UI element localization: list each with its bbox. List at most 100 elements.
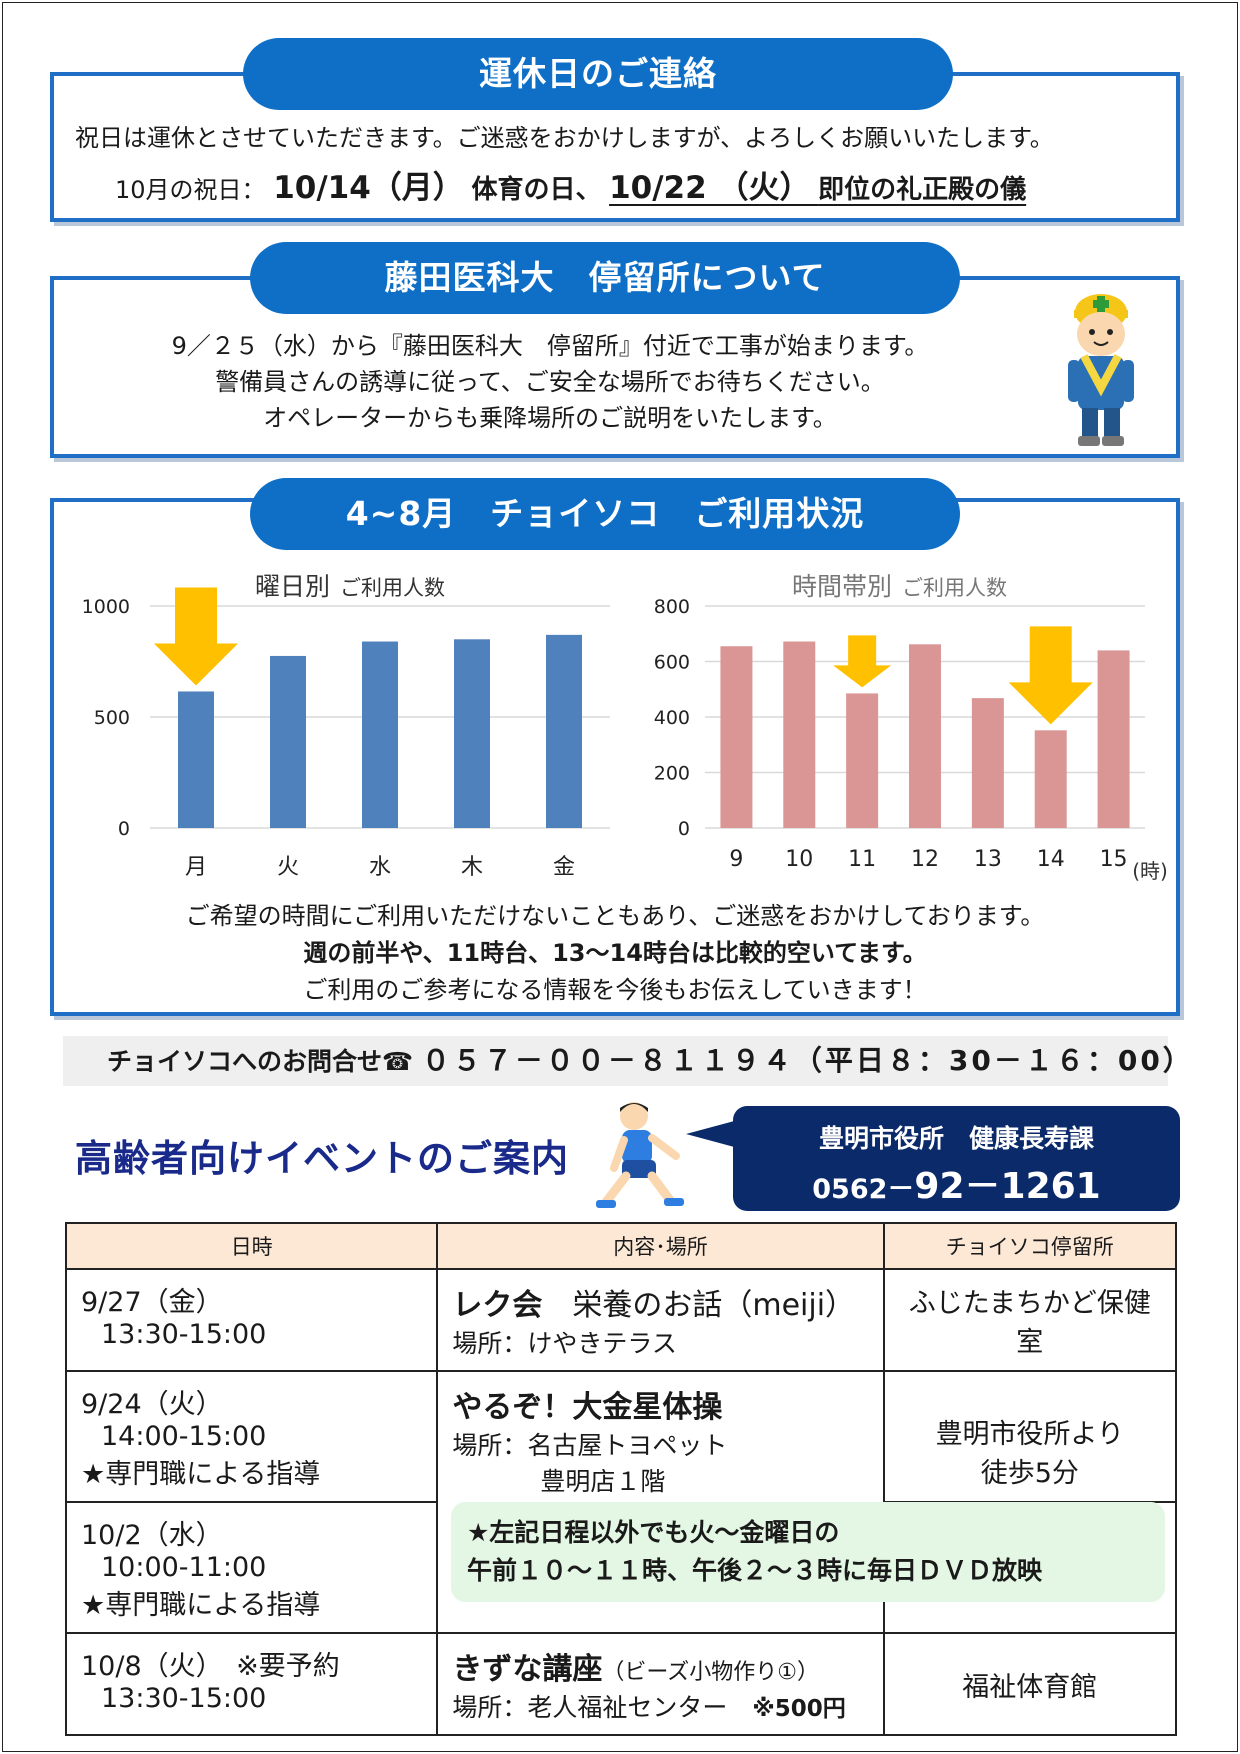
- header-stop: チョイソコ停留所: [882, 1222, 1178, 1270]
- holiday-dates: 10月の祝日： 10/14（月） 体育の日、 10/22 （火） 即位の礼正殿の…: [115, 162, 1026, 207]
- bar-13: [971, 698, 1004, 828]
- busstop-line: オペレーターからも乗降場所のご説明をいたします。: [263, 404, 837, 432]
- busstop-line: 警備員さんの誘導に従って、ご安全な場所でお待ちください。: [215, 368, 885, 396]
- dvd-schedule-note: ★左記日程以外でも火～金曜日の 午前１０～１１時、午後２～３時に毎日ＤＶＤ放映: [451, 1502, 1165, 1602]
- speech-bubble-tail: [686, 1120, 738, 1148]
- x-tick-label: 11: [848, 847, 876, 872]
- event-title: レク会: [452, 1288, 543, 1323]
- event-date: 9/27（金）: [81, 1287, 223, 1318]
- event-place-2: 豊明店１階: [540, 1467, 666, 1496]
- hourly-chart-subtitle: ご利用人数: [902, 576, 1007, 600]
- busstop-line: 9／２５（水）から『藤田医科大 停留所』付近で工事が始まります。: [171, 332, 929, 360]
- holiday-title: 運休日のご連絡: [243, 38, 953, 110]
- event-title: やるぞ！大金星体操: [452, 1390, 723, 1425]
- events-title: 高齢者向けイベントのご案内: [75, 1137, 569, 1180]
- down-arrow-icon: [833, 635, 892, 688]
- holiday-message: 祝日は運休とさせていただきます。ご迷惑をおかけしますが、よろしくお願いいたします…: [75, 124, 1054, 152]
- table-row: 9/27（金） 13:30-15:00 レク会 栄養のお話（meiji） 場所：…: [64, 1268, 1178, 1372]
- event-stop-line: 豊明市役所より: [935, 1419, 1125, 1450]
- x-tick-label: 15: [1100, 847, 1128, 872]
- x-tick-label: 月: [185, 855, 207, 880]
- event-title: きずな講座: [452, 1652, 603, 1687]
- x-tick-label: 木: [461, 855, 483, 880]
- bar-火: [270, 655, 306, 828]
- office-name: 豊明市役所 健康長寿課: [818, 1124, 1094, 1153]
- event-date: 10/8（火）: [81, 1651, 210, 1682]
- stretching-person-icon: [596, 1102, 684, 1208]
- y-tick-label: 1000: [82, 596, 130, 618]
- y-tick-label: 600: [654, 652, 690, 674]
- down-arrow-icon: [154, 587, 238, 686]
- event-note: ★専門職による指導: [81, 1459, 321, 1490]
- event-stop-line: 徒歩5分: [980, 1458, 1079, 1489]
- event-reserve: ※要予約: [236, 1651, 340, 1682]
- office-contact-box: 豊明市役所 健康長寿課 0562－92－1261: [733, 1106, 1180, 1211]
- x-tick-label: 火: [277, 855, 299, 880]
- down-arrow-icon: [1008, 626, 1093, 725]
- event-time: 14:00-15:00: [101, 1421, 267, 1452]
- event-fee: ※500円: [752, 1696, 846, 1722]
- bar-木: [454, 639, 490, 828]
- event-title-rest: 栄養のお話（meiji）: [572, 1288, 856, 1323]
- y-tick-label: 0: [678, 818, 690, 840]
- hourly-chart-x-unit: (時): [1132, 859, 1168, 883]
- event-stop: 福祉体育館: [882, 1632, 1178, 1736]
- contact-number[interactable]: ０５７－００－８１１９４（平日８：30－１６：00）: [421, 1044, 1194, 1077]
- dvd-note-line-2: 午前１０～１１時、午後２～３時に毎日ＤＶＤ放映: [467, 1556, 1043, 1585]
- busstop-message: 9／２５（水）から『藤田医科大 停留所』付近で工事が始まります。 警備員さんの誘…: [100, 328, 1000, 436]
- table-row: 9/24（火） 14:00-15:00 ★専門職による指導 やるぞ！大金星体操 …: [64, 1370, 1178, 1634]
- bar-金: [546, 634, 582, 828]
- weekday-chart-title: 曜日別: [255, 572, 330, 601]
- table-row: 10/8（火） ※要予約 13:30-15:00 きずな講座（ビーズ小物作り①）…: [64, 1632, 1178, 1736]
- usage-note-3: ご利用のご参考になる情報を今後もお伝えしていきます！: [303, 976, 927, 1004]
- bar-水: [362, 641, 398, 828]
- x-tick-label: 14: [1037, 847, 1065, 872]
- event-time: 10:00-11:00: [101, 1552, 267, 1583]
- header-content: 内容･場所: [436, 1222, 885, 1270]
- bar-15: [1097, 650, 1130, 828]
- x-tick-label: 9: [729, 847, 743, 872]
- holiday-date-1: 10/14（月）: [273, 170, 464, 206]
- usage-charts: 曜日別 ご利用人数 0 500 1000 月 火 水 木 金 時間帯別 ご利用人数 (時) 0…: [82, 572, 1168, 883]
- event-title-paren: （ビーズ小物作り①）: [602, 1660, 819, 1685]
- event-date: 10/2（水）: [81, 1520, 223, 1551]
- usage-note-1: ご希望の時間にご利用いただけないこともあり、ご迷惑をおかけしております。: [185, 902, 1045, 930]
- table-header-row: 日時 内容･場所 チョイソコ停留所: [64, 1222, 1178, 1270]
- event-datetime: 9/27（金） 13:30-15:00: [64, 1268, 439, 1372]
- event-date: 9/24（火）: [81, 1389, 223, 1420]
- event-stop: 豊明市役所より 徒歩5分: [882, 1370, 1178, 1503]
- bar-14: [1034, 730, 1067, 828]
- event-time: 13:30-15:00: [101, 1683, 267, 1714]
- y-tick-label: 800: [654, 596, 690, 618]
- event-datetime: 9/24（火） 14:00-15:00 ★専門職による指導: [64, 1370, 439, 1503]
- hourly-chart: 時間帯別 ご利用人数 (時) 0 200 400 600 800 9 10 11 12 13 14 1…: [654, 572, 1168, 883]
- events-table: 日時 内容･場所 チョイソコ停留所 9/27（金） 13:30-15:00 レク…: [64, 1222, 1178, 1736]
- holiday-date-2-label: 即位の礼正殿の儀: [818, 175, 1027, 205]
- weekday-chart: 曜日別 ご利用人数 0 500 1000 月 火 水 木 金: [82, 572, 610, 880]
- usage-note-2: 週の前半や、11時台、13～14時台は比較的空いてます。: [303, 939, 927, 967]
- bar-12: [909, 644, 941, 828]
- weekday-chart-subtitle: ご利用人数: [340, 576, 445, 600]
- event-place: 場所：名古屋トヨペット: [452, 1431, 728, 1460]
- x-tick-label: 13: [974, 847, 1002, 872]
- bar-9: [720, 646, 753, 828]
- y-tick-label: 200: [654, 763, 690, 785]
- bar-月: [178, 691, 214, 828]
- event-place: 場所：老人福祉センター: [452, 1693, 728, 1722]
- event-content: レク会 栄養のお話（meiji） 場所：けやきテラス: [436, 1268, 885, 1372]
- event-time: 13:30-15:00: [101, 1319, 267, 1350]
- office-phone[interactable]: 0562－92－1261: [733, 1157, 1180, 1209]
- event-content: きずな講座（ビーズ小物作り①） 場所：老人福祉センター ※500円: [436, 1632, 885, 1736]
- construction-worker-icon: [1068, 294, 1134, 446]
- holiday-date-2: 10/22 （火）: [609, 170, 811, 206]
- busstop-title: 藤田医科大 停留所について: [250, 242, 960, 314]
- office-phone-local: 92－1261: [914, 1166, 1101, 1207]
- contact-bar: チョイソコへのお問合せ☎ ０５７－００－８１１９４（平日８：30－１６：00）: [63, 1036, 1191, 1086]
- y-tick-label: 500: [94, 707, 130, 729]
- holiday-date-1-label: 体育の日、: [471, 175, 602, 205]
- x-tick-label: 金: [553, 855, 575, 880]
- usage-title: 4~8月 チョイソコ ご利用状況: [250, 478, 960, 550]
- event-datetime: 10/8（火） ※要予約 13:30-15:00: [64, 1632, 439, 1736]
- holiday-dates-prefix: 10月の祝日：: [115, 176, 266, 204]
